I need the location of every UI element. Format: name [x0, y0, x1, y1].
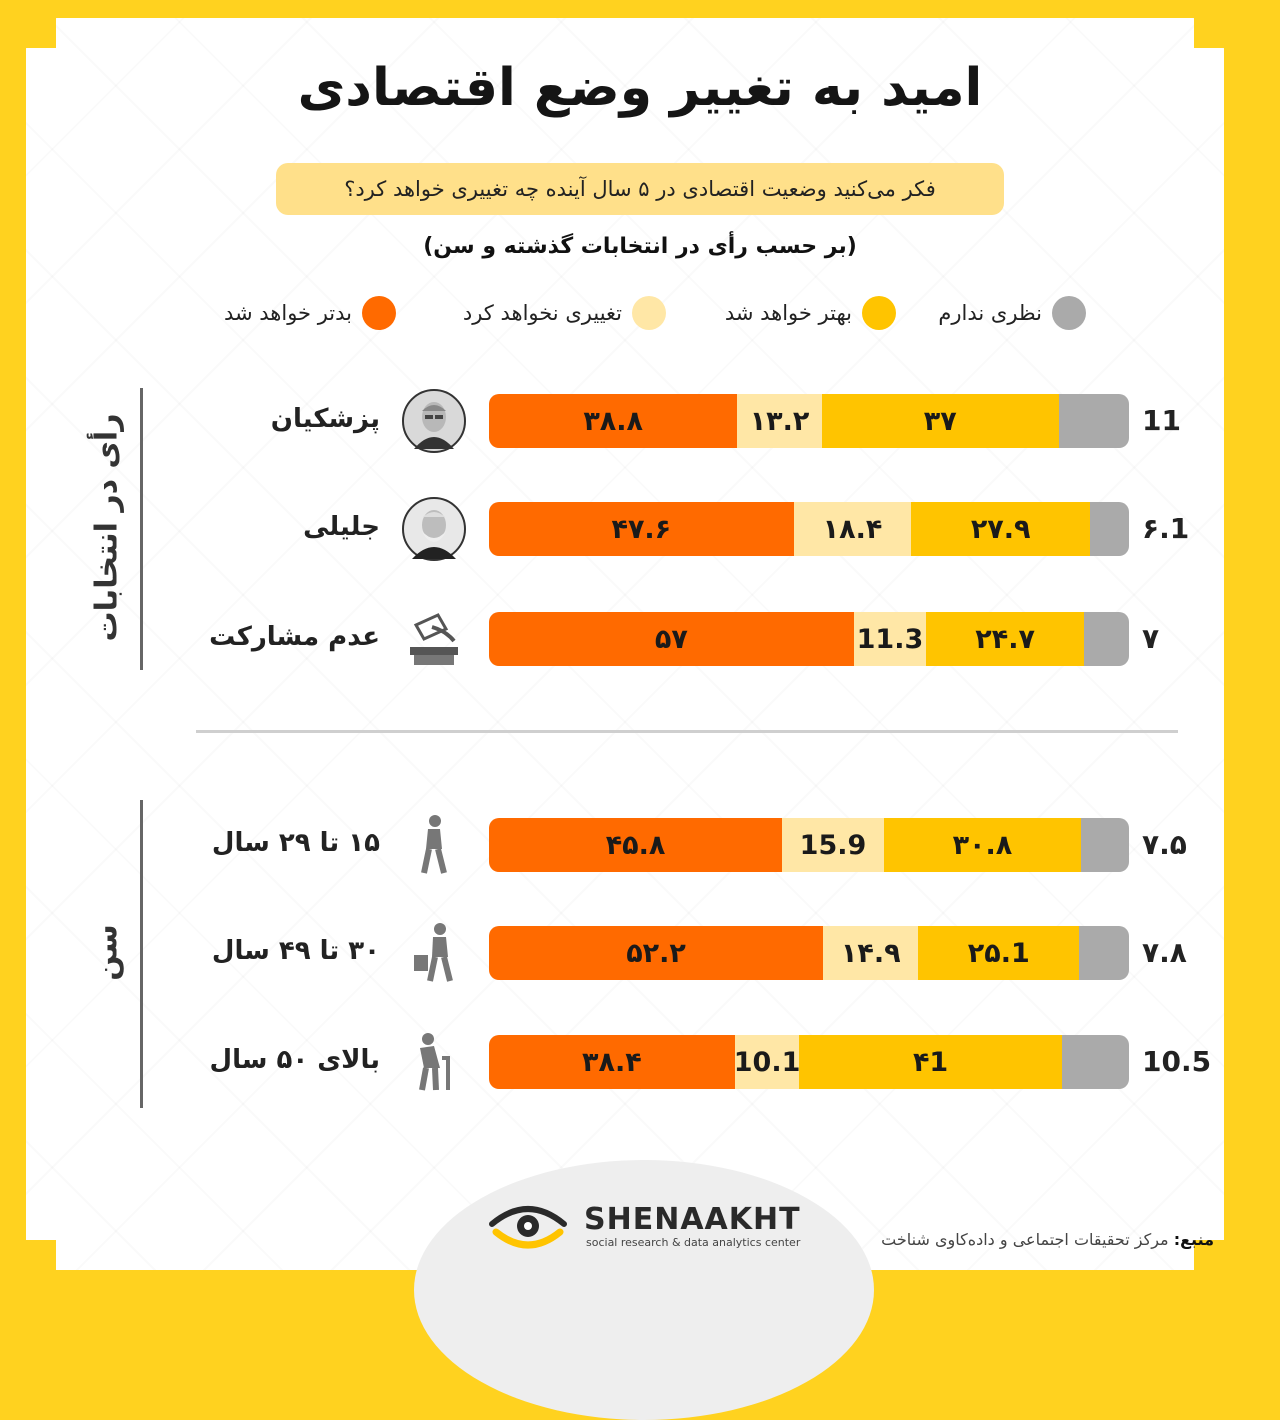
- brand-tagline: social research & data analytics center: [586, 1236, 801, 1249]
- legend-swatch: [632, 296, 666, 330]
- brand-name: SHENAAKHT: [584, 1202, 801, 1237]
- bar-segment-better: ۲۴.۷: [926, 612, 1085, 666]
- no-opinion-value: ۷: [1142, 622, 1160, 655]
- stacked-bar: ۴۵.۸ 15.9 ۳۰.۸: [489, 818, 1129, 872]
- stacked-bar: ۵۲.۲ ۱۴.۹ ۲۵.1: [489, 926, 1129, 980]
- ballot-box-icon: [402, 607, 466, 671]
- bar-segment-no-opinion: [1061, 1035, 1129, 1089]
- bar-segment-worse: ۴۵.۸: [489, 818, 783, 872]
- bar-segment-worse: ۳۸.۸: [489, 394, 738, 448]
- legend-label: بهتر خواهد شد: [724, 301, 852, 325]
- bar-segment-better: ۴1: [799, 1035, 1062, 1089]
- group-label-age: سن: [89, 924, 125, 981]
- legend-label: تغییری نخواهد کرد: [462, 301, 622, 325]
- bar-segment-no-change: ۱۴.۹: [823, 926, 919, 980]
- no-opinion-value: ۶.1: [1142, 512, 1190, 545]
- footer-background: [414, 1160, 874, 1420]
- bar-segment-better: ۳۰.۸: [883, 818, 1081, 872]
- jalili-portrait-icon: [402, 497, 466, 561]
- legend-swatch: [862, 296, 896, 330]
- source-text: مرکز تحقیقات اجتماعی و داده‌کاوی شناخت: [881, 1230, 1169, 1249]
- legend-label: نظری ندارم: [938, 301, 1042, 325]
- no-opinion-value: 10.5: [1142, 1045, 1212, 1078]
- stacked-bar: ۵۷ 11.3 ۲۴.۷: [489, 612, 1129, 666]
- eye-logo-icon: [489, 1206, 567, 1249]
- chart-subtitle: (بر حسب رأی در انتخابات گذشته و سن): [423, 234, 857, 259]
- row-label: جلیلی: [303, 512, 380, 542]
- no-opinion-value: ۷.۸: [1142, 936, 1187, 969]
- bar-segment-no-opinion: [1079, 926, 1129, 980]
- corner-accent: [1194, 1240, 1224, 1270]
- bar-segment-no-change: 10.1: [734, 1035, 800, 1089]
- stacked-bar: ۳۸.۴ 10.1 ۴1: [489, 1035, 1129, 1089]
- legend-item-no-opinion: نظری ندارم: [938, 296, 1086, 330]
- bar-segment-no-opinion: [1081, 818, 1129, 872]
- no-opinion-value: ۷.۵: [1142, 828, 1187, 861]
- source-label: منبع:: [1173, 1230, 1214, 1249]
- section-divider: [196, 730, 1178, 733]
- bar-segment-better: ۲۷.۹: [911, 502, 1090, 556]
- adult-with-briefcase-icon: [402, 921, 466, 985]
- legend-swatch: [1052, 296, 1086, 330]
- stacked-bar: ۴۷.۶ ۱۸.۴ ۲۷.۹: [489, 502, 1129, 556]
- group-label-vote: رأی در انتخابات: [89, 413, 125, 642]
- row-label: پزشکیان: [270, 404, 380, 434]
- row-label: عدم مشارکت: [209, 622, 380, 652]
- bar-segment-no-change: ۱۸.۴: [793, 502, 912, 556]
- young-walker-icon: [402, 813, 466, 877]
- bar-segment-no-opinion: [1084, 612, 1129, 666]
- legend-item-worse: بدتر خواهد شد: [224, 296, 396, 330]
- group-bracket-age: [140, 800, 143, 1108]
- corner-accent: [26, 18, 56, 48]
- bar-segment-no-change: ۱۳.۲: [737, 394, 822, 448]
- stacked-bar: ۳۸.۸ ۱۳.۲ ۳۷: [489, 394, 1129, 448]
- no-opinion-value: 11: [1142, 404, 1181, 437]
- bar-segment-better: ۳۷: [821, 394, 1059, 448]
- legend-swatch: [362, 296, 396, 330]
- bar-segment-no-opinion: [1058, 394, 1129, 448]
- bar-segment-worse: ۵۲.۲: [489, 926, 824, 980]
- bar-segment-no-change: 15.9: [782, 818, 884, 872]
- group-bracket-vote: [140, 388, 143, 670]
- bar-segment-worse: ۴۷.۶: [489, 502, 794, 556]
- legend-item-better: بهتر خواهد شد: [725, 296, 896, 330]
- elderly-with-cane-icon: [402, 1030, 466, 1094]
- bar-segment-worse: ۳۸.۴: [489, 1035, 735, 1089]
- row-label: ۳۰ تا ۴۹ سال: [211, 936, 380, 966]
- corner-accent: [26, 1240, 56, 1270]
- survey-question: فکر می‌کنید وضعیت اقتصادی در ۵ سال آینده…: [276, 163, 1004, 215]
- bar-segment-better: ۲۵.1: [918, 926, 1080, 980]
- corner-accent: [1194, 18, 1224, 48]
- bar-segment-no-opinion: [1089, 502, 1129, 556]
- legend-item-no-change: تغییری نخواهد کرد: [463, 296, 666, 330]
- row-label: بالای ۵۰ سال: [209, 1045, 380, 1075]
- source-credit: منبع: مرکز تحقیقات اجتماعی و داده‌کاوی ش…: [881, 1230, 1214, 1249]
- pezeshkian-portrait-icon: [402, 389, 466, 453]
- row-label: ۱۵ تا ۲۹ سال: [211, 828, 380, 858]
- legend-label: بدتر خواهد شد: [223, 301, 352, 325]
- bar-segment-no-change: 11.3: [853, 612, 927, 666]
- bar-segment-worse: ۵۷: [489, 612, 854, 666]
- chart-title: امید به تغییر وضع اقتصادی: [297, 58, 983, 118]
